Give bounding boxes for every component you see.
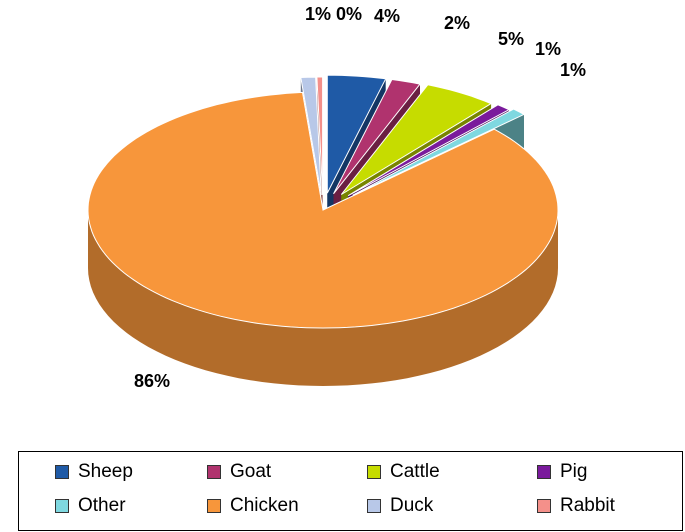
slice-sheep <box>326 74 387 194</box>
legend-label-goat: Goat <box>230 461 272 482</box>
slice-pig <box>347 104 511 197</box>
legend-item-duck: Duck <box>367 495 433 517</box>
pie-top-faces <box>87 74 559 329</box>
legend-item-goat: Goat <box>207 461 271 483</box>
legend-label-cattle: Cattle <box>390 461 440 482</box>
legend-swatch-rabbit <box>537 499 551 513</box>
slice-side-chicken <box>88 210 558 386</box>
legend-swatch-cattle <box>367 465 381 479</box>
data-label-cattle: 5% <box>498 29 524 49</box>
legend-item-other: Other <box>55 495 126 517</box>
data-label-other: 1% <box>560 60 586 80</box>
data-label-sheep: 4% <box>374 6 400 26</box>
legend-swatch-sheep <box>55 465 69 479</box>
legend-item-cattle: Cattle <box>367 461 440 483</box>
slice-other <box>352 108 526 196</box>
data-label-goat: 2% <box>444 13 470 33</box>
legend-label-sheep: Sheep <box>78 461 133 482</box>
legend-item-rabbit: Rabbit <box>537 495 615 517</box>
slice-goat <box>333 78 421 195</box>
legend-swatch-chicken <box>207 499 221 513</box>
legend-swatch-duck <box>367 499 381 513</box>
slice-duck <box>300 76 322 196</box>
data-label-rabbit: 0% <box>336 4 362 24</box>
data-label-pig: 1% <box>535 39 561 59</box>
legend-label-pig: Pig <box>560 461 588 482</box>
pie-percent-labels: 4% 2%5% 1%1%86%1% 0% <box>134 4 586 391</box>
legend-label-duck: Duck <box>390 495 434 516</box>
slice-rabbit <box>316 76 324 196</box>
legend-label-chicken: Chicken <box>230 495 299 516</box>
legend-swatch-goat <box>207 465 221 479</box>
legend-swatch-pig <box>537 465 551 479</box>
legend-item-pig: Pig <box>537 461 587 483</box>
legend-label-other: Other <box>78 495 126 516</box>
legend-item-chicken: Chicken <box>207 495 299 517</box>
pie-chart: 4% 2%5% 1%1%86%1% 0% <box>87 4 586 391</box>
legend: Sheep Goat Cattle Pig Other Chicken Duck Rabbit <box>18 451 683 531</box>
legend-label-rabbit: Rabbit <box>560 495 615 516</box>
data-label-duck: 1% <box>305 4 331 24</box>
legend-swatch-other <box>55 499 69 513</box>
legend-item-sheep: Sheep <box>55 461 133 483</box>
data-label-chicken: 86% <box>134 371 170 391</box>
slice-cattle <box>340 84 493 195</box>
slice-chicken <box>87 91 559 329</box>
